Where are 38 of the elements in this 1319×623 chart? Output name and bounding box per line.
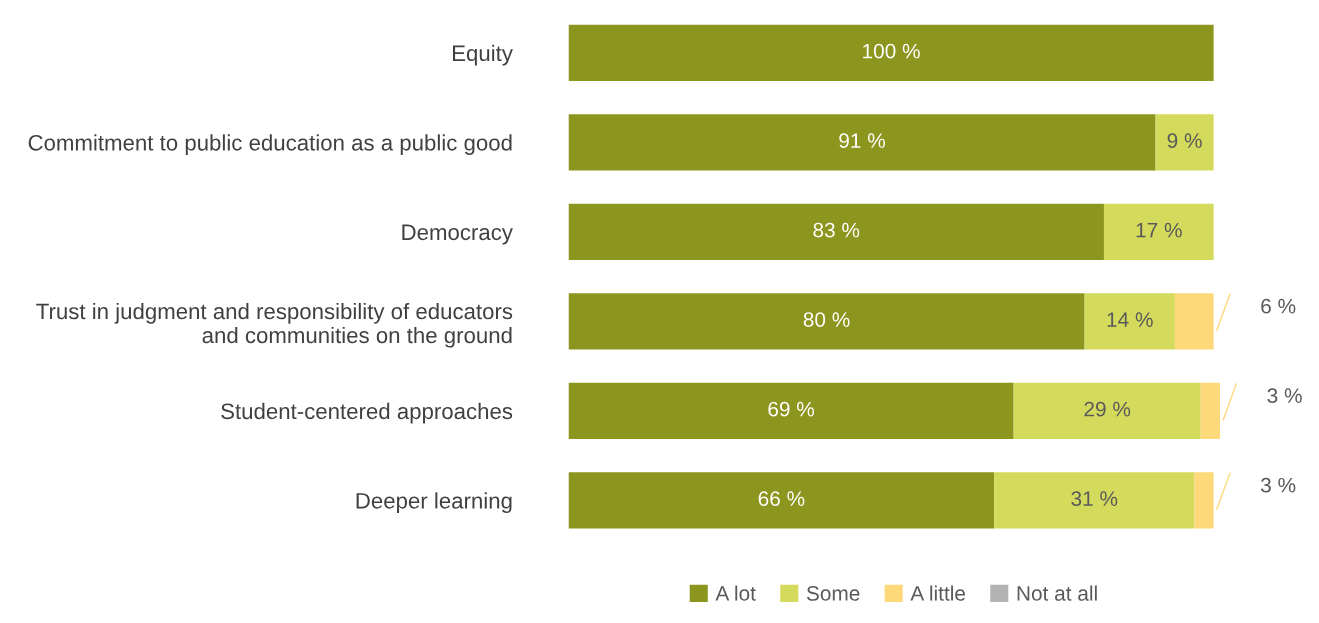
data-label: 80 % [803,312,850,327]
legend-label: A lot [715,585,756,601]
legend-label: A little [910,585,966,601]
data-label: 66 % [758,491,805,506]
data-label: 14 % [1107,312,1153,327]
bar [1200,382,1221,440]
bar [994,472,1195,529]
y-tick-label: Deeper learning [356,492,512,514]
bar [568,114,1156,171]
data-label: 9 % [1167,133,1202,148]
bar [1013,382,1201,440]
bar [568,382,1014,440]
data-label: 17 % [1136,222,1182,238]
y-tick-label: Equity [453,44,513,66]
data-label: 29 % [1084,401,1131,417]
bar [568,472,995,529]
y-tick-label: Commitment to public education as a public good [28,134,512,156]
bar [1194,472,1214,529]
data-label: 6 % [1261,298,1296,314]
data-label: 69 % [768,401,815,417]
bar [568,293,1085,350]
legend-label: Some [806,586,860,601]
y-tick-label: Trust in judgment and responsibility of educators and communities on the ground [36,302,513,348]
y-tick-label: Student-centered approaches [221,402,513,424]
data-label: 3 % [1267,388,1302,404]
bar [568,203,1104,261]
data-label: 100 % [863,43,920,59]
legend-label: Not at all [1017,585,1097,601]
bar [1103,203,1214,261]
bar [1155,114,1214,171]
bar [1084,293,1175,350]
bar [568,24,1214,82]
data-label: 3 % [1260,477,1296,493]
data-label: 83 % [813,222,860,238]
data-label: 91 % [839,133,886,148]
y-tick-label: Democracy [402,224,513,245]
bar [1174,293,1214,350]
data-label: 31 % [1071,491,1118,506]
